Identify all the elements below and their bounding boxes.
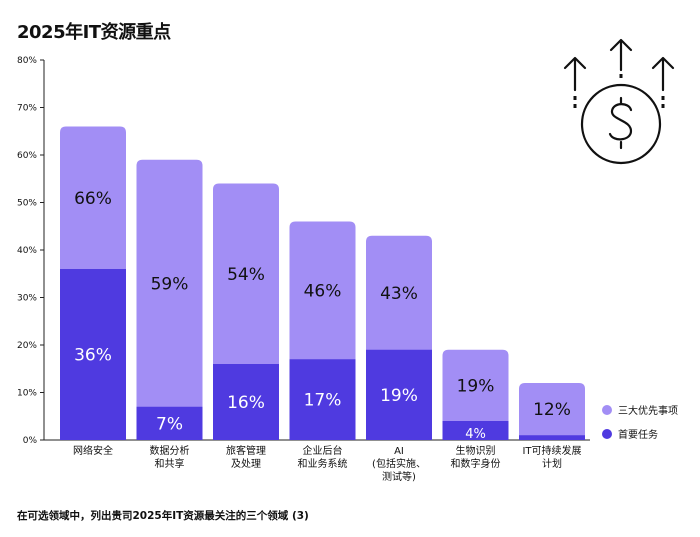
bars-group: 66% 36% 59% 7% 54% 16% 46% 17% 43% 19% 19% 4% 12% <box>60 126 585 442</box>
y-tick-label: 0% <box>23 436 38 446</box>
data-label-top3: 59% <box>151 274 189 294</box>
data-label-primary: 19% <box>380 386 418 406</box>
page-title: 2025年IT资源重点 <box>17 22 171 43</box>
bar-top3 <box>519 383 585 440</box>
x-category-label: 计划 <box>542 457 562 470</box>
data-label-primary: 7% <box>156 414 183 434</box>
data-label-top3: 54% <box>227 265 265 285</box>
y-tick-label: 50% <box>17 199 37 209</box>
bar-primary <box>519 435 585 440</box>
bar-primary <box>442 421 509 440</box>
data-label-top3: 12% <box>533 400 571 420</box>
x-category-label: 及处理 <box>231 458 261 470</box>
y-tick-label: 40% <box>17 246 37 256</box>
x-category-label: 数据分析 <box>150 444 190 457</box>
y-tick-label: 10% <box>17 389 37 399</box>
data-label-primary: 4% <box>465 427 486 442</box>
x-category-label: 网络安全 <box>73 444 113 457</box>
legend-label: 三大优先事项 <box>618 404 678 417</box>
data-label-primary: 17% <box>304 391 342 411</box>
bar-primary <box>366 349 432 440</box>
data-label-top3: 46% <box>304 281 342 301</box>
y-tick-label: 20% <box>17 341 37 351</box>
bar-top3 <box>136 159 203 440</box>
legend-swatch <box>602 405 612 415</box>
x-category-label: IT可持续发展 <box>522 444 581 457</box>
y-tick-label: 70% <box>17 104 37 114</box>
x-category-label: AI <box>394 446 404 457</box>
x-category-label: 和共享 <box>155 457 185 470</box>
bar-primary <box>60 269 126 440</box>
data-label-top3: 66% <box>74 189 112 209</box>
dollar-up-arrows-icon <box>563 38 675 165</box>
x-category-label: 和数字身份 <box>451 457 501 470</box>
y-tick-label: 80% <box>17 56 37 66</box>
bar-top3 <box>442 349 509 440</box>
x-category-label: 企业后台 <box>303 444 343 457</box>
y-tick-label: 30% <box>17 294 37 304</box>
x-category-label: (包括实施、 <box>372 457 426 470</box>
data-label-top3: 19% <box>457 376 495 396</box>
data-label-primary: 36% <box>74 346 112 366</box>
x-category-label: 和业务系统 <box>298 457 348 470</box>
legend-label: 首要任务 <box>618 428 658 441</box>
footnote: 在可选领域中，列出贵司2025年IT资源最关注的三个领域 (3) <box>17 510 309 522</box>
x-category-label: 旅客管理 <box>226 444 266 457</box>
x-category-label: 测试等) <box>382 470 416 483</box>
data-label-primary: 16% <box>227 393 265 413</box>
legend-swatch <box>602 429 612 439</box>
y-tick-label: 60% <box>17 151 37 161</box>
bar-primary <box>213 364 279 440</box>
x-category-label: 生物识别 <box>456 444 496 457</box>
bar-primary <box>289 359 356 440</box>
bar-primary <box>136 406 203 440</box>
data-label-top3: 43% <box>380 284 418 304</box>
